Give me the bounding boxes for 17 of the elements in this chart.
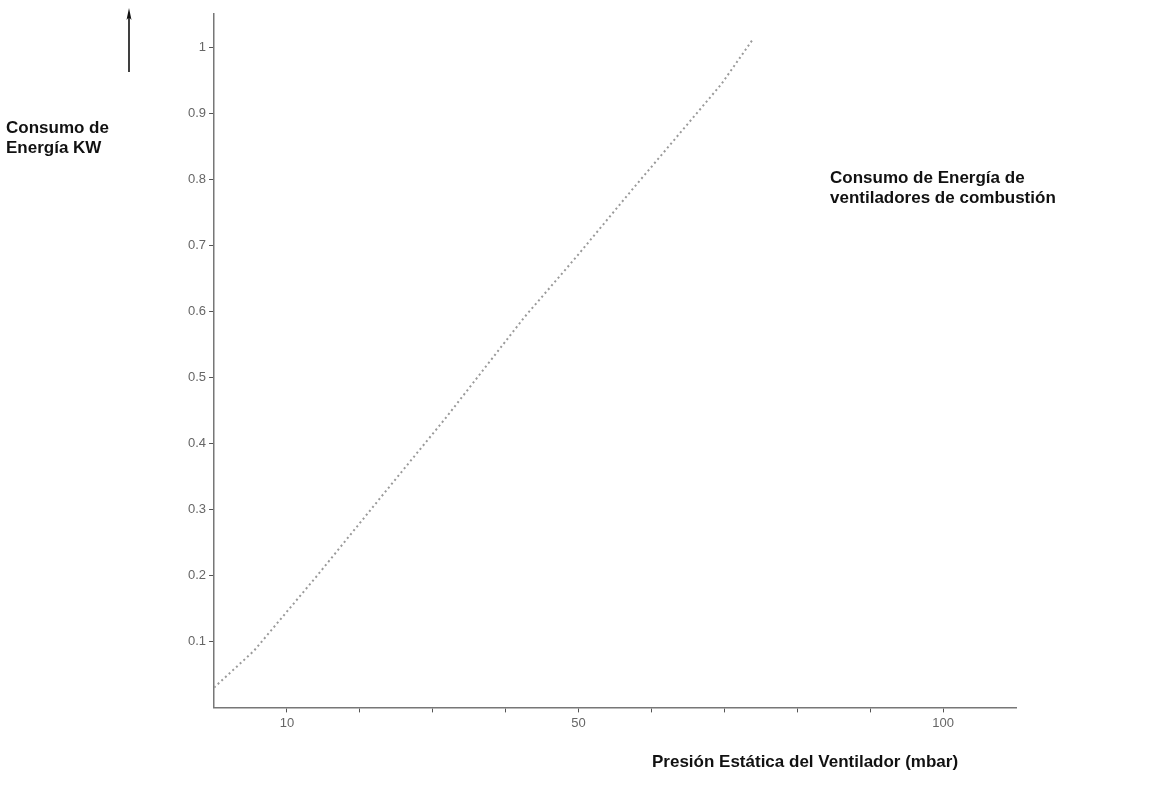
y-tick-label: 0.9	[187, 104, 207, 120]
x-tick-label: 50	[571, 714, 586, 730]
x-tick-label: 100	[932, 714, 954, 730]
y-tick-label: 0.3	[187, 500, 207, 516]
text: Consumo de Energía de ventiladores de combustión	[830, 168, 1057, 209]
x-tick-label: 10	[279, 714, 295, 730]
x-axis-title: Presión Estática del Ventilador (mbar)	[652, 752, 959, 773]
y-tick-label: 0.4	[187, 434, 207, 450]
y-tick-label: 0.8	[187, 170, 207, 186]
y-tick-label: 0.5	[187, 368, 207, 384]
y-tick-label: 1	[198, 38, 207, 54]
y-tick-label: 0.2	[187, 566, 207, 582]
y-tick-label: 0.6	[187, 302, 207, 318]
y-axis-title: Consumo de Energía KW	[6, 118, 110, 159]
line-series	[214, 39, 754, 689]
y-tick-label: 0.1	[187, 632, 207, 648]
y-tick-label: 0.7	[187, 236, 207, 252]
